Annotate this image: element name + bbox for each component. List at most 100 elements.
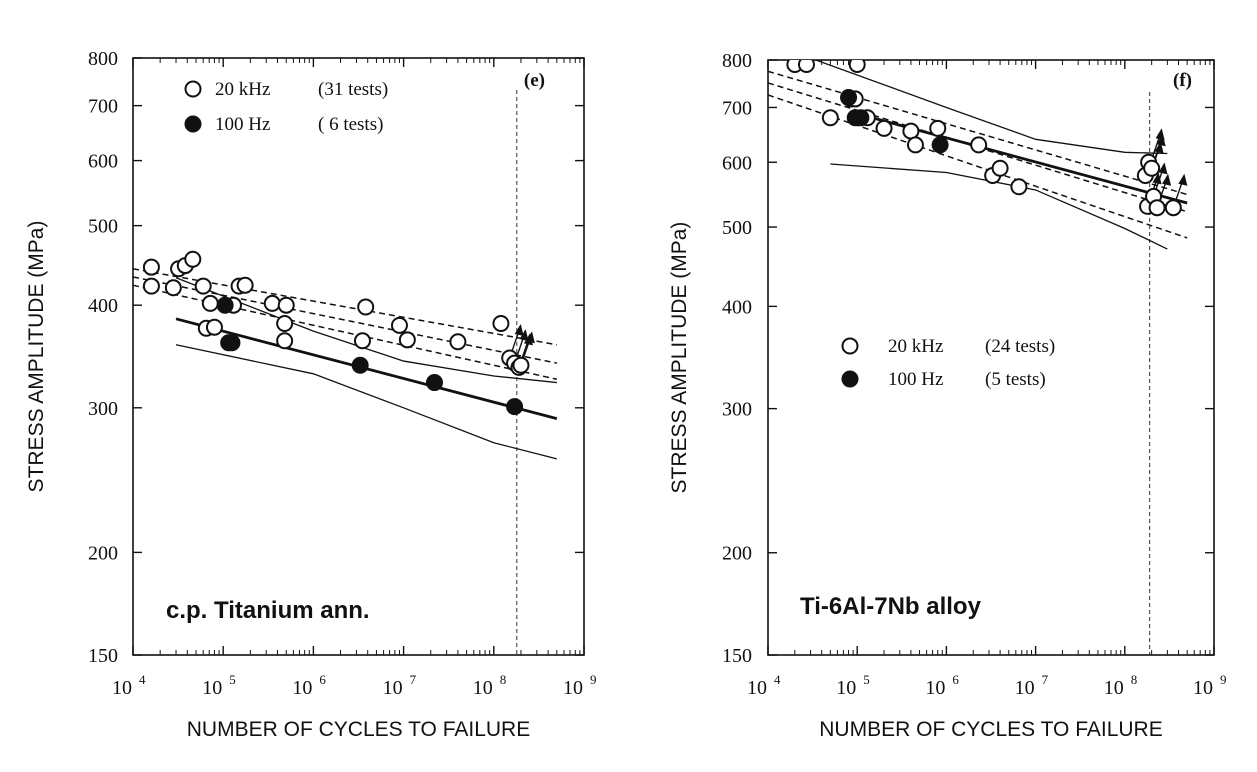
data-point-20khz — [902, 122, 920, 140]
x-tick-label: 10 — [1193, 677, 1213, 699]
data-point-20khz — [449, 333, 467, 351]
material-label: Ti-6Al-7Nb alloy — [800, 593, 982, 620]
curve-dashed — [133, 268, 557, 346]
data-point-20khz — [512, 356, 530, 374]
x-tick-label: 10 — [202, 677, 222, 699]
runout-arrowhead — [514, 323, 524, 336]
data-point-20khz — [797, 60, 815, 73]
curve-dashed — [768, 70, 1188, 196]
x-tick-exponent: 5 — [229, 672, 236, 687]
data-point-100hz — [351, 356, 369, 374]
legend-count: (5 tests) — [985, 369, 1046, 390]
curve-solid — [830, 163, 1168, 250]
data-point-100hz — [506, 398, 524, 416]
runout-arrowhead — [1158, 162, 1168, 175]
x-tick-label: 10 — [1015, 677, 1035, 699]
y-axis-label: STRESS AMPLITUDE (MPa) — [25, 221, 48, 493]
runout-arrowhead — [1162, 173, 1172, 186]
x-tick-exponent: 6 — [952, 672, 959, 687]
x-tick-label: 10 — [473, 677, 493, 699]
data-point-20khz — [821, 109, 839, 127]
data-point-100hz — [840, 88, 858, 106]
y-tick-label: 200 — [88, 542, 118, 564]
legend-marker — [184, 115, 202, 133]
chart-panel-f: 10 4 10 5 10 6 10 7 10 8 10 9 150 200 300 400 500 600 700 8… — [668, 50, 1227, 741]
y-tick-label: 800 — [88, 48, 118, 70]
data-point-20khz — [142, 258, 160, 276]
runout-arrowhead — [519, 329, 529, 342]
x-tick-label: 10 — [383, 677, 403, 699]
data-point-20khz — [1010, 178, 1028, 196]
y-tick-label: 400 — [722, 296, 752, 318]
plot-frame — [132, 57, 585, 656]
plot-area — [133, 90, 558, 655]
data-point-20khz — [142, 277, 160, 295]
data-point-20khz — [875, 119, 893, 137]
data-point-100hz — [216, 296, 234, 314]
data-point-20khz — [263, 294, 281, 312]
data-point-20khz — [184, 250, 202, 268]
data-point-20khz — [970, 136, 988, 154]
data-point-20khz — [276, 314, 294, 332]
x-tick-exponent: 6 — [319, 672, 326, 687]
curve-dashed — [768, 82, 1188, 213]
y-tick-label: 500 — [722, 217, 752, 239]
y-tick-label: 500 — [88, 216, 118, 238]
legend-count: (24 tests) — [985, 336, 1055, 357]
curve-solid — [813, 60, 1168, 155]
plot-area — [768, 60, 1188, 655]
legend-count: ( 6 tests) — [318, 114, 383, 135]
runout-arrowhead — [1178, 173, 1188, 186]
x-tick-label: 10 — [563, 677, 583, 699]
x-axis-label: NUMBER OF CYCLES TO FAILURE — [187, 718, 530, 741]
data-point-100hz — [852, 109, 870, 127]
y-tick-label: 200 — [722, 543, 752, 565]
y-tick-label: 400 — [88, 295, 118, 317]
data-point-20khz — [194, 277, 212, 295]
y-tick-label: 700 — [722, 97, 752, 119]
x-tick-label: 10 — [747, 677, 767, 699]
x-tick-exponent: 7 — [1042, 672, 1049, 687]
plot-frame — [767, 59, 1215, 656]
material-label: c.p. Titanium ann. — [166, 597, 370, 624]
x-tick-label: 10 — [836, 677, 856, 699]
x-tick-label: 10 — [1104, 677, 1124, 699]
y-tick-label: 600 — [88, 151, 118, 173]
y-tick-label: 150 — [722, 645, 752, 667]
y-tick-label: 300 — [722, 399, 752, 421]
data-point-100hz — [931, 136, 949, 154]
data-point-20khz — [205, 318, 223, 336]
data-point-20khz — [1164, 199, 1182, 217]
data-point-20khz — [929, 119, 947, 137]
x-axis-label: NUMBER OF CYCLES TO FAILURE — [819, 718, 1162, 741]
runout-arrowhead — [525, 331, 535, 344]
legend-marker — [841, 370, 859, 388]
y-axis-label: STRESS AMPLITUDE (MPa) — [668, 222, 691, 494]
legend-marker — [184, 80, 202, 98]
x-tick-exponent: 8 — [500, 672, 507, 687]
data-point-20khz — [398, 331, 416, 349]
data-point-100hz — [425, 374, 443, 392]
curve-solid — [175, 344, 558, 460]
legend-label: 100 Hz — [888, 369, 943, 390]
data-point-20khz — [991, 159, 1009, 177]
x-tick-exponent: 9 — [590, 672, 597, 687]
data-point-20khz — [390, 316, 408, 334]
chart-panel-e: 10 4 10 5 10 6 10 7 10 8 10 9 150 200 300 400 500 600 700 8… — [25, 48, 597, 741]
panel-label: (f) — [1173, 70, 1192, 91]
x-tick-exponent: 4 — [139, 672, 146, 687]
legend-marker — [841, 337, 859, 355]
curve-solid — [175, 277, 557, 384]
data-point-20khz — [357, 298, 375, 316]
data-point-20khz — [848, 60, 866, 73]
x-tick-label: 10 — [925, 677, 945, 699]
y-tick-label: 300 — [88, 398, 118, 420]
x-tick-exponent: 9 — [1220, 672, 1227, 687]
data-point-20khz — [277, 296, 295, 314]
x-tick-label: 10 — [112, 677, 132, 699]
x-tick-exponent: 8 — [1131, 672, 1138, 687]
data-point-100hz — [223, 334, 241, 352]
y-tick-label: 700 — [88, 96, 118, 118]
legend-label: 20 kHz — [888, 336, 943, 357]
